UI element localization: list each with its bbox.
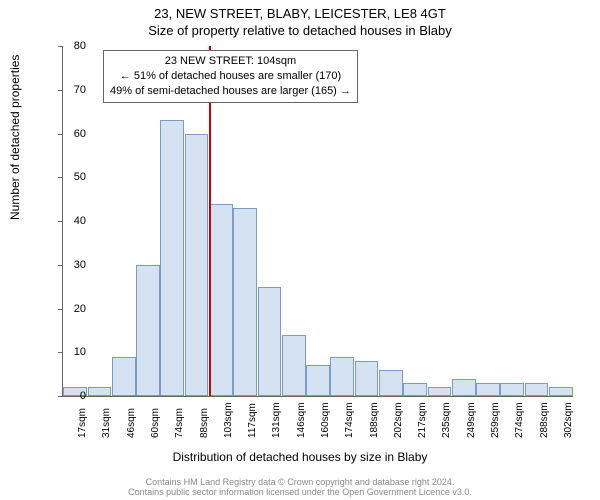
histogram-bar <box>185 134 209 397</box>
chart-subtitle: Size of property relative to detached ho… <box>0 21 600 38</box>
histogram-bar <box>428 387 452 396</box>
y-tick-label: 20 <box>74 303 86 315</box>
histogram-bar <box>306 365 330 396</box>
x-tick-label: 217sqm <box>417 402 428 438</box>
chart-title: 23, NEW STREET, BLABY, LEICESTER, LE8 4G… <box>0 0 600 21</box>
x-tick-label: 46sqm <box>126 408 137 438</box>
y-tick-label: 10 <box>74 346 86 358</box>
histogram-bar <box>282 335 306 396</box>
x-tick-label: 235sqm <box>441 402 452 438</box>
footer-line2: Contains public sector information licen… <box>10 488 590 498</box>
y-axis-label: Number of detached properties <box>8 55 22 220</box>
histogram-bar <box>403 383 427 396</box>
histogram-bar <box>330 357 354 396</box>
x-tick-label: 74sqm <box>174 408 185 438</box>
x-tick-label: 302sqm <box>563 402 574 438</box>
x-tick-label: 17sqm <box>77 408 88 438</box>
y-tick-label: 80 <box>74 40 86 52</box>
histogram-bar <box>160 120 184 396</box>
histogram-bar <box>500 383 524 396</box>
y-tick-label: 0 <box>80 390 86 402</box>
histogram-bar <box>233 208 257 396</box>
annotation-line: ← 51% of detached houses are smaller (17… <box>110 69 351 84</box>
y-tick-label: 30 <box>74 259 86 271</box>
histogram-bar <box>112 357 136 396</box>
annotation-line: 49% of semi-detached houses are larger (… <box>110 84 351 99</box>
y-tick-label: 40 <box>74 215 86 227</box>
histogram-bar <box>136 265 160 396</box>
histogram-bar <box>549 387 573 396</box>
y-tick-label: 70 <box>74 84 86 96</box>
y-tick-label: 60 <box>74 128 86 140</box>
histogram-bar <box>452 379 476 397</box>
histogram-bar <box>258 287 282 396</box>
footer-attribution: Contains HM Land Registry data © Crown c… <box>0 478 600 498</box>
annotation-line: 23 NEW STREET: 104sqm <box>110 54 351 69</box>
x-tick-label: 259sqm <box>490 402 501 438</box>
histogram-bar <box>476 383 500 396</box>
y-tick-label: 50 <box>74 171 86 183</box>
histogram-bar <box>209 204 233 397</box>
x-tick-label: 202sqm <box>393 402 404 438</box>
histogram-bar <box>379 370 403 396</box>
x-tick-label: 88sqm <box>199 408 210 438</box>
plot-area: 23 NEW STREET: 104sqm← 51% of detached h… <box>62 46 573 397</box>
x-tick-label: 117sqm <box>247 403 258 438</box>
x-tick-label: 274sqm <box>514 402 525 438</box>
histogram-bar <box>88 387 112 396</box>
x-tick-label: 31sqm <box>101 408 112 438</box>
x-tick-label: 160sqm <box>320 402 331 438</box>
x-tick-label: 131sqm <box>271 402 282 438</box>
annotation-box: 23 NEW STREET: 104sqm← 51% of detached h… <box>103 50 358 103</box>
x-tick-label: 60sqm <box>150 408 161 438</box>
x-tick-label: 174sqm <box>344 402 355 438</box>
histogram-bar <box>355 361 379 396</box>
histogram-bar <box>525 383 549 396</box>
x-tick-label: 288sqm <box>539 402 550 438</box>
x-axis-label: Distribution of detached houses by size … <box>0 450 600 464</box>
x-tick-label: 146sqm <box>296 402 307 438</box>
x-tick-label: 103sqm <box>223 402 234 438</box>
x-tick-label: 249sqm <box>466 402 477 438</box>
x-tick-label: 188sqm <box>369 402 380 438</box>
